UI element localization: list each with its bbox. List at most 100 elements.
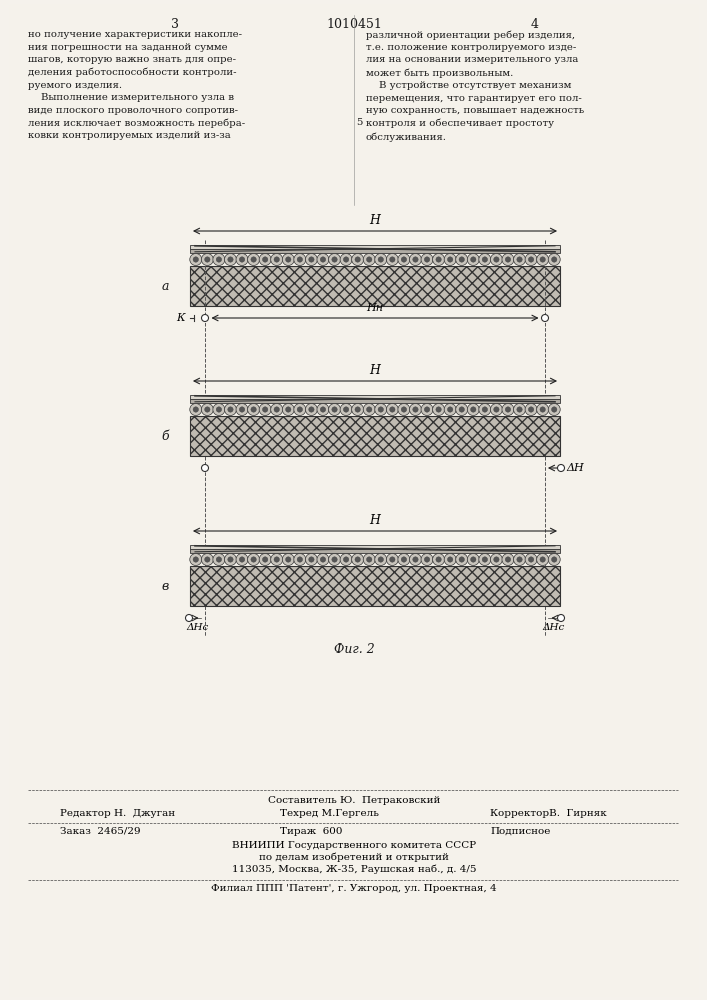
Circle shape	[247, 403, 259, 416]
Circle shape	[240, 557, 245, 562]
Circle shape	[390, 257, 395, 262]
Circle shape	[448, 257, 453, 262]
Circle shape	[493, 407, 499, 412]
Circle shape	[471, 407, 476, 412]
Circle shape	[204, 407, 210, 412]
Circle shape	[236, 554, 248, 566]
Circle shape	[193, 407, 199, 412]
Circle shape	[433, 253, 445, 265]
Circle shape	[386, 554, 398, 566]
Text: 3: 3	[171, 18, 179, 31]
Bar	[190, 249, 560, 253]
Circle shape	[506, 557, 510, 562]
Circle shape	[540, 257, 545, 262]
Circle shape	[294, 253, 306, 265]
Circle shape	[421, 253, 433, 265]
Text: Тираж  600: Тираж 600	[280, 827, 342, 836]
Text: Фиг. 2: Фиг. 2	[334, 643, 375, 656]
Circle shape	[189, 403, 201, 416]
Circle shape	[297, 557, 303, 562]
Circle shape	[259, 554, 271, 566]
Circle shape	[201, 253, 214, 265]
Circle shape	[459, 257, 464, 262]
Bar	[190, 566, 560, 606]
Circle shape	[444, 403, 456, 416]
Circle shape	[363, 253, 375, 265]
Circle shape	[542, 314, 549, 322]
Circle shape	[344, 557, 349, 562]
Circle shape	[433, 403, 445, 416]
Circle shape	[224, 403, 236, 416]
Circle shape	[344, 257, 349, 262]
Circle shape	[401, 257, 407, 262]
Text: Нн: Нн	[366, 303, 384, 313]
Circle shape	[513, 253, 525, 265]
Circle shape	[340, 253, 352, 265]
Circle shape	[271, 403, 283, 416]
Text: но получение характеристики накопле-
ния погрешности на заданной сумме
шагов, ко: но получение характеристики накопле- ния…	[28, 30, 245, 140]
Circle shape	[213, 253, 225, 265]
Circle shape	[436, 257, 441, 262]
Circle shape	[363, 403, 375, 416]
Circle shape	[502, 403, 514, 416]
Text: Составитель Ю.  Петраковский: Составитель Ю. Петраковский	[268, 796, 440, 805]
Circle shape	[320, 557, 326, 562]
Circle shape	[401, 557, 407, 562]
Circle shape	[398, 253, 410, 265]
Text: 1010451: 1010451	[326, 18, 382, 31]
Circle shape	[413, 557, 418, 562]
Circle shape	[201, 464, 209, 472]
Circle shape	[456, 253, 468, 265]
Circle shape	[459, 557, 464, 562]
Text: Заказ  2465/29: Заказ 2465/29	[60, 827, 141, 836]
Circle shape	[351, 554, 363, 566]
Circle shape	[436, 557, 441, 562]
Circle shape	[558, 614, 564, 621]
Circle shape	[375, 554, 387, 566]
Circle shape	[471, 257, 476, 262]
Text: б: б	[161, 430, 169, 442]
Circle shape	[467, 403, 479, 416]
Circle shape	[282, 403, 294, 416]
Circle shape	[251, 557, 257, 562]
Circle shape	[305, 554, 317, 566]
Circle shape	[236, 253, 248, 265]
Circle shape	[444, 554, 456, 566]
Circle shape	[398, 554, 410, 566]
Circle shape	[282, 554, 294, 566]
Circle shape	[185, 614, 192, 621]
Circle shape	[456, 403, 468, 416]
Text: различной ориентации ребер изделия,
т.е. положение контролируемого изде-
лия на : различной ориентации ребер изделия, т.е.…	[366, 30, 584, 142]
Circle shape	[436, 407, 441, 412]
Circle shape	[386, 403, 398, 416]
Circle shape	[305, 403, 317, 416]
Circle shape	[274, 407, 279, 412]
Circle shape	[471, 557, 476, 562]
Text: Н: Н	[370, 214, 380, 227]
Circle shape	[378, 257, 383, 262]
Circle shape	[551, 257, 557, 262]
Circle shape	[340, 403, 352, 416]
Circle shape	[528, 257, 534, 262]
Text: ΔН: ΔН	[566, 463, 584, 473]
Circle shape	[201, 314, 209, 322]
Circle shape	[482, 407, 488, 412]
Text: по делам изобретений и открытий: по делам изобретений и открытий	[259, 853, 449, 862]
Circle shape	[247, 253, 259, 265]
Text: ΔНс: ΔНс	[542, 623, 564, 632]
Circle shape	[479, 554, 491, 566]
Circle shape	[467, 253, 479, 265]
Circle shape	[297, 407, 303, 412]
Circle shape	[409, 253, 421, 265]
Circle shape	[224, 554, 236, 566]
Circle shape	[548, 403, 560, 416]
Circle shape	[259, 253, 271, 265]
Text: Подписное: Подписное	[490, 827, 550, 836]
Text: Техред М.Гергель: Техред М.Гергель	[280, 809, 379, 818]
Circle shape	[421, 554, 433, 566]
Circle shape	[479, 403, 491, 416]
Circle shape	[493, 257, 499, 262]
Circle shape	[517, 407, 522, 412]
Circle shape	[409, 554, 421, 566]
Circle shape	[525, 403, 537, 416]
